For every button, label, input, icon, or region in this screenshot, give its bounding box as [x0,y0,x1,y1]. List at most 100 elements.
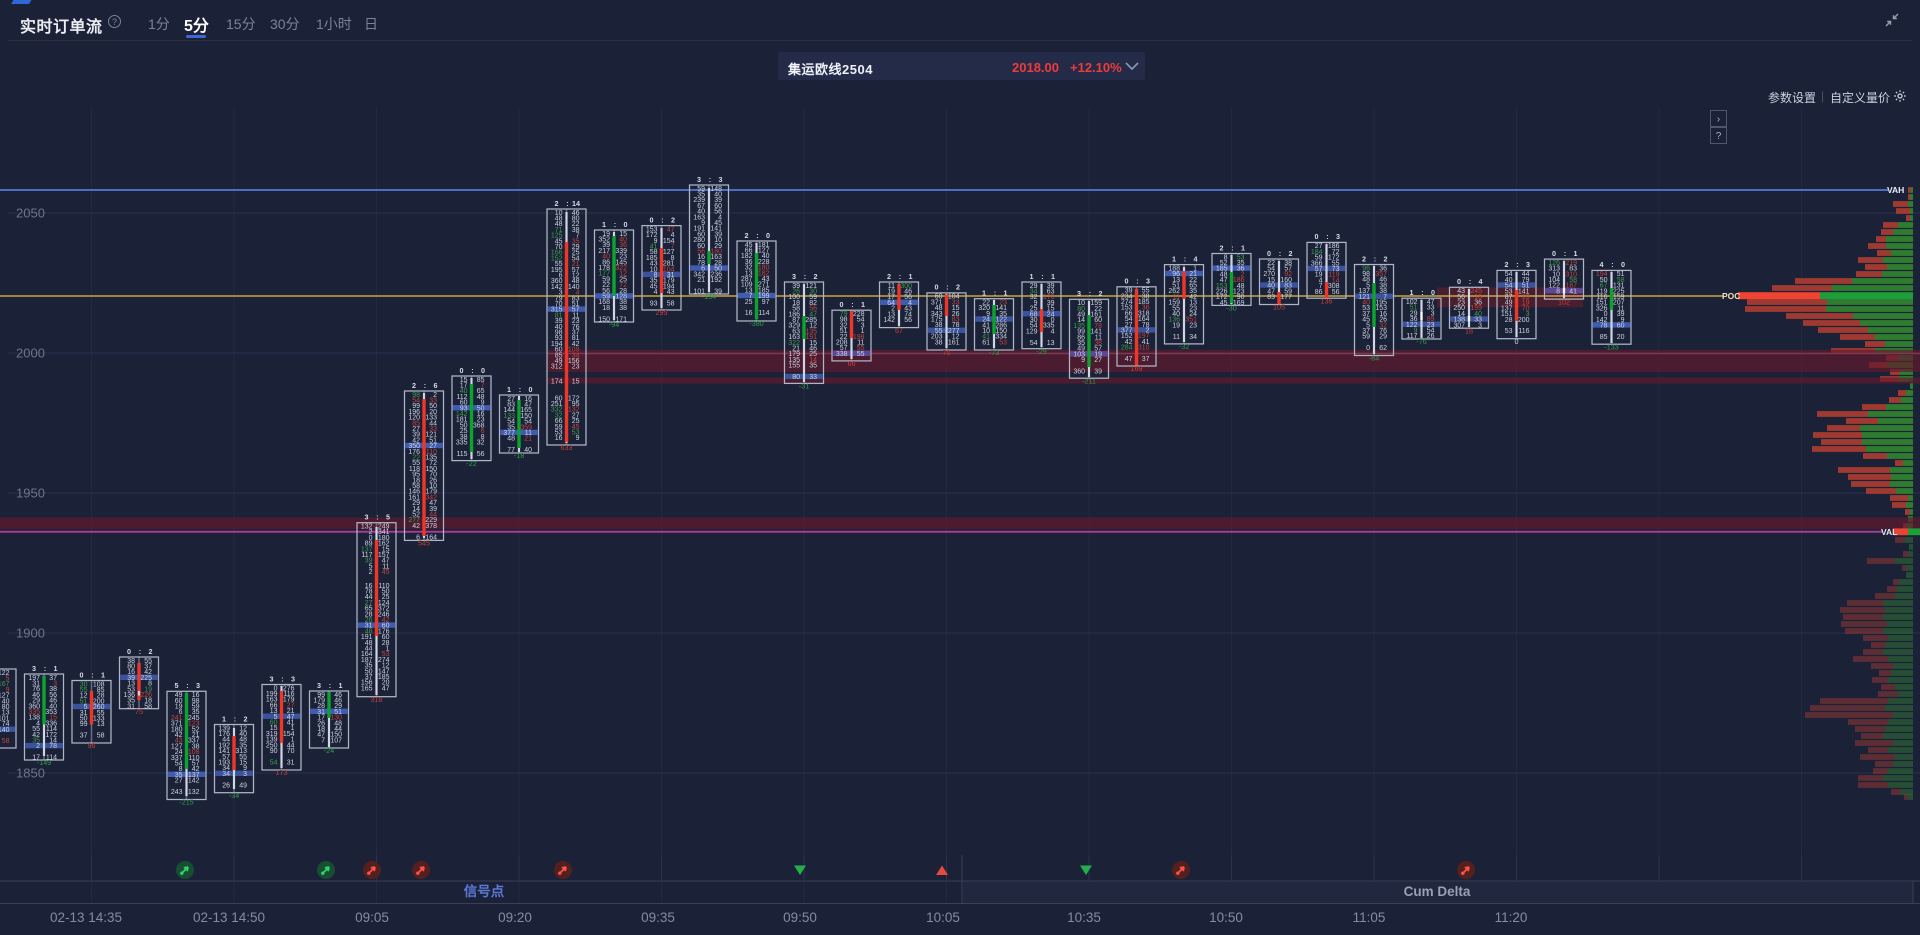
svg-text:366: 366 [1311,260,1323,267]
svg-text::: : [1231,243,1233,252]
svg-text:3: 3 [270,674,274,683]
svg-text:1: 1 [1172,254,1176,263]
svg-text:318: 318 [1138,310,1150,317]
svg-text:5: 5 [1366,282,1370,289]
svg-text:14: 14 [809,357,817,364]
svg-text:179: 179 [283,697,295,704]
svg-text:150: 150 [330,732,342,739]
svg-text:70: 70 [555,301,563,308]
svg-text:153: 153 [646,226,658,233]
svg-text:21: 21 [192,732,200,739]
svg-text:-30: -30 [1226,304,1236,313]
svg-text:287: 287 [741,276,753,283]
svg-text:150: 150 [598,316,610,323]
svg-text:181: 181 [758,242,770,249]
svg-text:135: 135 [788,357,800,364]
svg-text:2: 2 [1099,289,1103,298]
svg-text:83: 83 [952,317,960,324]
svg-text:102: 102 [1406,299,1418,306]
svg-text:12: 12 [239,725,247,732]
svg-text:59: 59 [1362,334,1370,341]
svg-text:19: 19 [887,289,895,296]
svg-text:133: 133 [425,415,437,422]
svg-text:172: 172 [646,232,658,239]
svg-text:29: 29 [1030,283,1038,290]
svg-text:13: 13 [745,287,753,294]
svg-text:104: 104 [663,266,675,273]
svg-text:83: 83 [1267,294,1275,301]
svg-text:51: 51 [1522,283,1530,290]
svg-text:7: 7 [481,383,485,390]
svg-text:13: 13 [745,270,753,277]
svg-text:2: 2 [433,392,437,399]
svg-text:60: 60 [382,623,390,630]
svg-text::: : [424,381,426,390]
svg-text:19: 19 [602,231,610,238]
svg-text:25: 25 [382,594,390,601]
svg-text:4: 4 [1479,277,1483,286]
svg-text:66: 66 [1125,310,1133,317]
svg-text:60: 60 [270,720,278,727]
svg-text:59: 59 [1284,288,1292,295]
svg-text:186: 186 [1233,277,1245,284]
svg-text:33: 33 [809,374,817,381]
svg-text:2: 2 [745,231,749,240]
svg-text:203: 203 [931,334,943,341]
svg-text:48: 48 [1362,277,1370,284]
svg-text:15: 15 [572,378,580,385]
svg-text:1: 1 [861,300,865,309]
svg-text:58: 58 [144,703,152,710]
svg-text:1: 1 [1410,288,1414,297]
svg-text:19: 19 [175,704,183,711]
svg-text:20: 20 [1617,334,1625,341]
svg-text:34: 34 [1189,334,1197,341]
svg-text:165: 165 [520,407,532,414]
svg-text:185: 185 [1138,299,1150,306]
svg-text:15: 15 [809,340,817,347]
svg-text:-31: -31 [799,382,809,391]
svg-text:2: 2 [1505,260,1509,269]
svg-text:15: 15 [1047,306,1055,313]
svg-text:123: 123 [1233,289,1245,296]
svg-text:Cum Delta: Cum Delta [1404,884,1471,899]
svg-text:93: 93 [460,405,468,412]
svg-text:336: 336 [45,720,57,727]
svg-text:12: 12 [382,663,390,670]
svg-text:102: 102 [1558,297,1570,306]
svg-text:139: 139 [266,737,278,744]
svg-text:108: 108 [93,681,105,688]
svg-text:02-13 14:50: 02-13 14:50 [193,910,265,925]
svg-text:176: 176 [218,731,230,738]
svg-text:49: 49 [1077,346,1085,353]
svg-text:24: 24 [982,317,990,324]
svg-text:27: 27 [1094,357,1102,364]
svg-text:2: 2 [1220,243,1224,252]
svg-text:41: 41 [650,244,658,251]
svg-text:36: 36 [619,242,627,249]
svg-text:55: 55 [1142,288,1150,295]
svg-text:54: 54 [1427,328,1435,335]
svg-text:42: 42 [1189,294,1197,301]
svg-text:121: 121 [425,432,437,439]
svg-text:343: 343 [931,311,943,318]
svg-text:335: 335 [1043,323,1055,330]
svg-text:46: 46 [334,692,342,699]
svg-text:81: 81 [572,335,580,342]
svg-text::: : [519,385,521,394]
svg-text:245: 245 [188,715,200,722]
svg-text:3: 3 [1431,310,1435,317]
svg-text:86: 86 [602,259,610,266]
svg-text:326: 326 [1596,305,1608,312]
svg-text:119: 119 [1596,288,1607,295]
svg-text:8: 8 [671,255,675,262]
svg-text:51: 51 [1172,283,1180,290]
svg-text:23: 23 [619,254,627,261]
svg-text:41: 41 [982,334,990,341]
svg-text:34: 34 [572,352,580,359]
svg-text:45: 45 [572,424,580,431]
svg-text:09:05: 09:05 [355,910,389,925]
svg-text:56: 56 [714,209,722,216]
svg-text:38: 38 [1094,340,1102,347]
svg-text:207: 207 [1613,300,1625,307]
svg-text:36: 36 [745,259,753,266]
